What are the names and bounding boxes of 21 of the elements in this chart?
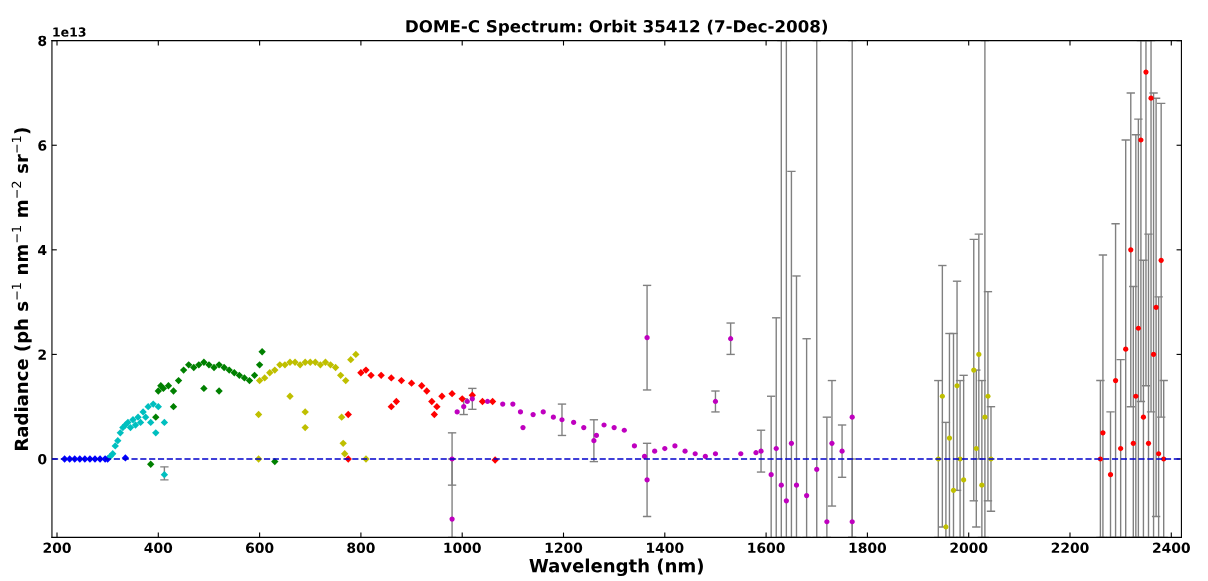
x-tick-label: 200 — [43, 542, 71, 554]
chart-title: DOME-C Spectrum: Orbit 35412 (7-Dec-2008) — [406, 19, 828, 36]
y-tick-label: 4 — [38, 244, 47, 256]
x-tick-label: 1600 — [748, 542, 785, 554]
x-tick-label: 1200 — [545, 542, 583, 554]
x-axis-title: Wavelength (nm) — [529, 558, 703, 577]
y-tick-label: 0 — [38, 453, 47, 465]
x-tick-label: 1800 — [849, 542, 887, 554]
text: Radiance (ph s$^{−1}$ nm$^{−1}$ m$^{−2}$ sr$^{−1}$) — [11, 128, 32, 450]
x-tick-label: 600 — [245, 542, 274, 554]
x-tick-label: 400 — [144, 542, 173, 554]
y-tick-label: 6 — [38, 140, 47, 151]
x-tick-label: 1000 — [444, 542, 481, 554]
x-tick-label: 2400 — [1153, 542, 1190, 554]
x-tick-label: 2200 — [1051, 542, 1089, 554]
x-tick-label: 2000 — [950, 542, 988, 554]
x-tick-label: 800 — [347, 542, 375, 554]
x-tick-label: 1400 — [647, 542, 684, 554]
y-tick-label: 8 — [38, 35, 47, 47]
y-tick-label: 2 — [38, 349, 46, 360]
text: 1e13 — [53, 27, 86, 37]
